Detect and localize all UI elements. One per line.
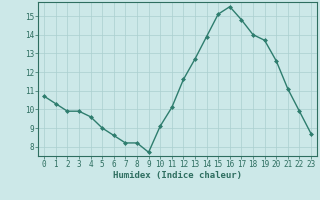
X-axis label: Humidex (Indice chaleur): Humidex (Indice chaleur) [113,171,242,180]
